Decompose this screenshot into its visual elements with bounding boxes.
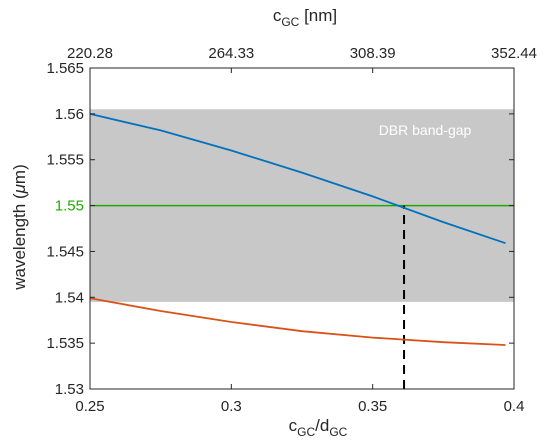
x-axis-label: cGC/dGC (289, 416, 348, 439)
y-tick-label: 1.535 (46, 335, 84, 352)
x-tick-label: 0.35 (358, 398, 387, 415)
top-x-tick-label: 352.44 (491, 45, 537, 62)
y-axis-label: wavelength (μm) (10, 164, 29, 291)
y-tick-label: 1.53 (55, 381, 84, 398)
tick-layer: 0.25 220.28 0.3 264.33 0.35 308.39 0.4 352.44 1.… (46, 45, 536, 415)
top-x-tick-label: 220.28 (67, 45, 113, 62)
axes-box (89, 67, 515, 390)
top-x-axis-label: cGC [nm] (273, 6, 337, 29)
y-tick-label: 1.55 (55, 198, 84, 215)
y-tick-label: 1.54 (55, 289, 84, 306)
series-line-1 (89, 113, 506, 245)
series-line-2 (89, 297, 506, 346)
series-layer (89, 113, 506, 346)
y-tick-label: 1.545 (46, 243, 84, 260)
top-x-tick-label: 308.39 (350, 45, 396, 62)
top-x-tick-label: 264.33 (208, 45, 254, 62)
y-tick-label: 1.555 (46, 152, 84, 169)
x-tick-label: 0.3 (221, 398, 242, 415)
x-tick-label: 0.4 (504, 398, 525, 415)
y-tick-label: 1.565 (46, 60, 84, 77)
y-tick-label: 1.56 (55, 106, 84, 123)
x-tick-label: 0.25 (75, 398, 104, 415)
band-gap-label: DBR band-gap (379, 122, 472, 138)
